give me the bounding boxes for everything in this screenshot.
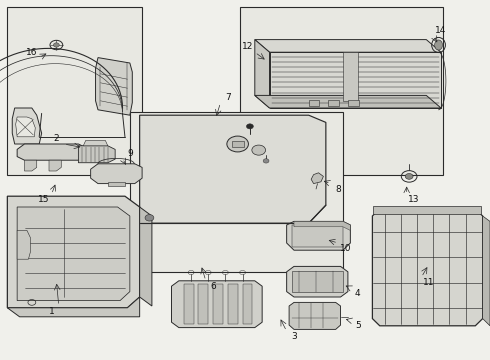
Polygon shape — [17, 207, 130, 301]
Circle shape — [246, 124, 253, 129]
Text: 9: 9 — [127, 149, 133, 158]
Text: 15: 15 — [38, 195, 50, 204]
Polygon shape — [96, 58, 132, 115]
Text: 5: 5 — [355, 321, 361, 330]
Text: 14: 14 — [435, 26, 447, 35]
Polygon shape — [78, 146, 115, 163]
Polygon shape — [83, 140, 108, 146]
Polygon shape — [213, 284, 223, 324]
Text: 11: 11 — [423, 278, 435, 287]
Text: 1: 1 — [49, 307, 54, 316]
FancyBboxPatch shape — [348, 100, 359, 106]
Polygon shape — [140, 207, 152, 306]
Text: 12: 12 — [242, 42, 253, 51]
Ellipse shape — [435, 40, 442, 50]
Polygon shape — [255, 95, 441, 108]
FancyBboxPatch shape — [130, 112, 343, 272]
Text: 6: 6 — [210, 282, 216, 291]
Polygon shape — [7, 297, 140, 317]
Polygon shape — [184, 284, 194, 324]
Polygon shape — [311, 173, 323, 184]
Polygon shape — [243, 284, 252, 324]
Polygon shape — [372, 209, 483, 326]
Text: 16: 16 — [26, 48, 38, 57]
FancyBboxPatch shape — [232, 141, 244, 147]
FancyBboxPatch shape — [292, 271, 343, 292]
FancyBboxPatch shape — [240, 7, 443, 175]
Polygon shape — [483, 216, 490, 326]
Circle shape — [405, 174, 413, 179]
FancyBboxPatch shape — [373, 206, 481, 214]
Polygon shape — [7, 196, 140, 308]
Polygon shape — [270, 52, 441, 108]
Polygon shape — [287, 221, 350, 250]
Text: 7: 7 — [225, 93, 231, 102]
Circle shape — [227, 136, 248, 152]
Polygon shape — [255, 40, 441, 52]
Circle shape — [53, 43, 59, 47]
FancyBboxPatch shape — [309, 100, 319, 106]
FancyBboxPatch shape — [292, 225, 343, 247]
Polygon shape — [17, 144, 86, 160]
Circle shape — [145, 215, 154, 221]
FancyBboxPatch shape — [328, 100, 339, 106]
FancyBboxPatch shape — [7, 7, 142, 175]
Polygon shape — [16, 117, 35, 137]
Polygon shape — [255, 40, 270, 108]
FancyBboxPatch shape — [108, 182, 125, 186]
Polygon shape — [24, 160, 37, 171]
Polygon shape — [172, 281, 262, 328]
Polygon shape — [294, 221, 350, 230]
Polygon shape — [343, 52, 358, 101]
Polygon shape — [49, 160, 61, 171]
Circle shape — [263, 159, 269, 163]
Text: 10: 10 — [340, 244, 351, 253]
Polygon shape — [140, 115, 326, 223]
Polygon shape — [91, 164, 142, 184]
Circle shape — [252, 145, 266, 155]
Polygon shape — [228, 284, 238, 324]
Polygon shape — [12, 108, 42, 144]
Text: 2: 2 — [53, 134, 59, 143]
Text: 3: 3 — [291, 332, 297, 341]
Polygon shape — [287, 266, 348, 297]
Polygon shape — [17, 230, 30, 259]
Polygon shape — [289, 302, 341, 329]
Text: 4: 4 — [355, 289, 361, 298]
Polygon shape — [198, 284, 208, 324]
Text: 8: 8 — [335, 184, 341, 194]
Text: 13: 13 — [408, 195, 420, 204]
